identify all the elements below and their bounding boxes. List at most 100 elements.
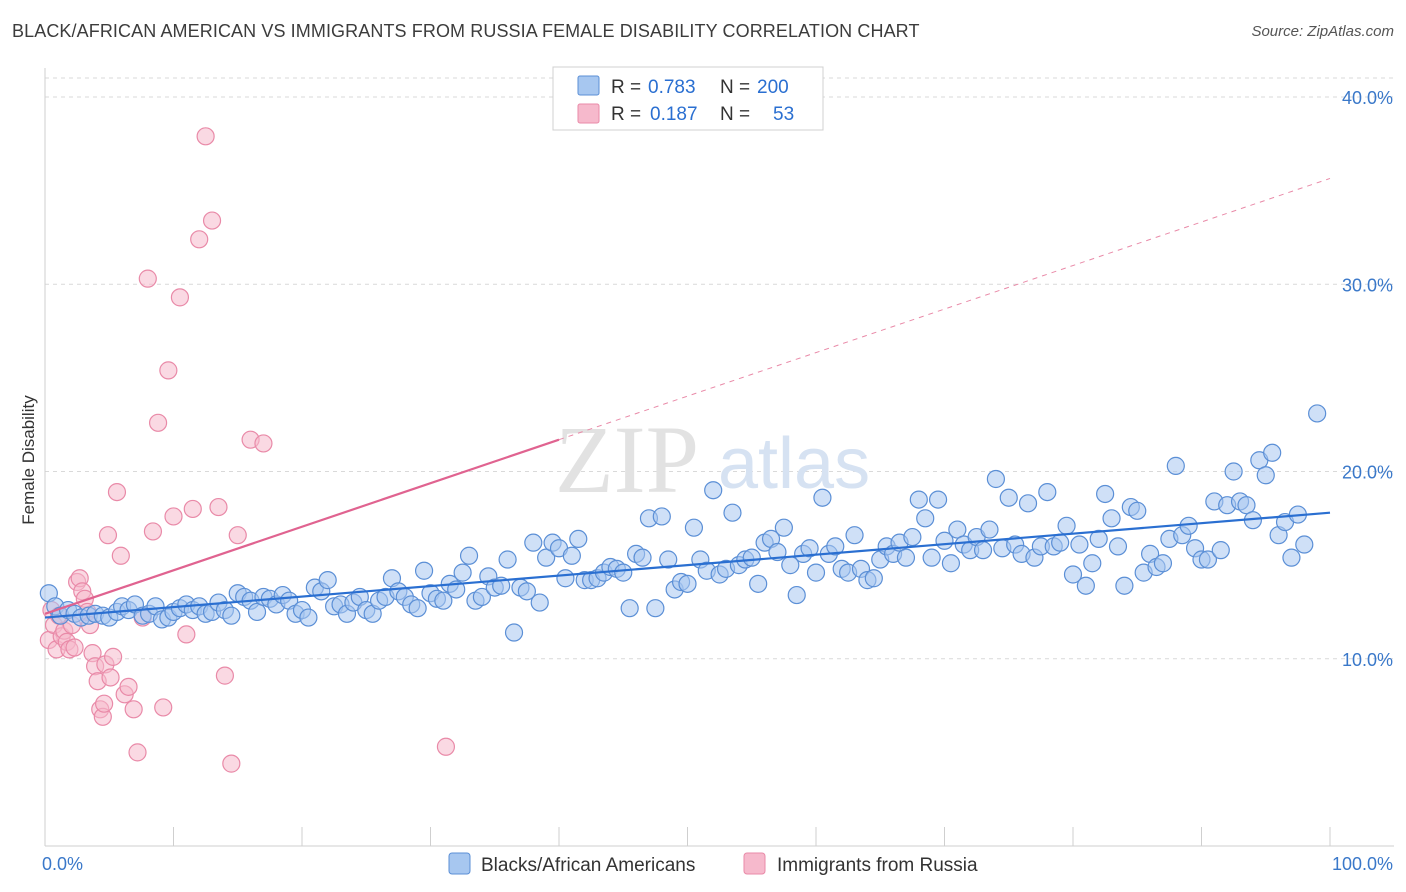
point-blacks-173 — [1153, 554, 1173, 573]
chart-title: BLACK/AFRICAN AMERICAN VS IMMIGRANTS FRO… — [12, 21, 920, 41]
point-blacks-160 — [1070, 535, 1089, 554]
point-blacks-125 — [845, 526, 864, 545]
x-tick-label-1: 100.0% — [1332, 854, 1393, 874]
point-blacks-146 — [980, 520, 999, 539]
point-blacks-77 — [537, 548, 556, 567]
bottom-legend-swatch-pink — [743, 852, 766, 875]
point-blacks-190 — [1263, 443, 1282, 462]
legend-box: R = 0.783 N = 200 R = 0.187 N = 53 — [552, 66, 824, 131]
point-blacks-43 — [318, 571, 337, 590]
point-blacks-163 — [1089, 529, 1108, 549]
y-tick-label-2: 30.0% — [1342, 275, 1393, 295]
point-russia-41 — [177, 625, 196, 644]
point-russia-23 — [98, 526, 118, 545]
series-blacks-points — [39, 404, 1327, 642]
point-blacks-157 — [1051, 533, 1070, 552]
watermark-zip: ZIP — [555, 406, 699, 513]
point-blacks-106 — [723, 503, 742, 522]
x-tick-label-0: 0.0% — [42, 854, 83, 874]
legend-r-label-2: R = — [611, 104, 641, 125]
point-blacks-165 — [1102, 509, 1121, 528]
point-russia-32 — [128, 743, 147, 762]
point-blacks-90 — [620, 599, 639, 618]
point-blacks-28 — [222, 606, 241, 625]
point-russia-46 — [209, 497, 228, 517]
trend-line-russia-extension — [558, 177, 1331, 441]
point-blacks-161 — [1076, 576, 1095, 595]
point-blacks-71 — [498, 550, 517, 569]
trend-lines — [44, 177, 1331, 619]
point-blacks-94 — [646, 599, 665, 618]
point-russia-45 — [202, 211, 222, 230]
watermark-atlas: atlas — [718, 424, 870, 504]
point-blacks-152 — [1018, 494, 1038, 513]
point-russia-49 — [228, 526, 247, 545]
point-blacks-158 — [1057, 516, 1076, 535]
point-blacks-175 — [1166, 456, 1185, 475]
point-blacks-196 — [1308, 404, 1327, 423]
point-blacks-169 — [1128, 501, 1147, 520]
point-russia-28 — [111, 546, 130, 565]
point-russia-27 — [107, 482, 127, 502]
chart-source: Source: ZipAtlas.com — [1251, 23, 1394, 40]
point-blacks-182 — [1211, 541, 1230, 560]
point-blacks-134 — [903, 527, 922, 547]
y-tick-label-0: 10.0% — [1342, 650, 1393, 670]
legend-swatch-blue — [577, 75, 600, 96]
point-blacks-92 — [633, 548, 652, 567]
point-blacks-167 — [1115, 576, 1134, 595]
point-blacks-65 — [459, 546, 479, 565]
point-blacks-32 — [247, 602, 267, 622]
point-russia-31 — [124, 700, 143, 719]
bottom-legend-swatch-blue — [448, 852, 471, 875]
point-blacks-103 — [704, 481, 723, 500]
point-blacks-128 — [864, 569, 883, 588]
point-blacks-186 — [1237, 496, 1256, 515]
legend-r-label-1: R = — [611, 77, 641, 98]
legend-r-value-1: 0.783 — [648, 77, 696, 98]
point-blacks-114 — [774, 518, 793, 537]
point-blacks-67 — [472, 587, 491, 607]
point-blacks-113 — [768, 542, 787, 562]
point-russia-42 — [183, 499, 202, 519]
point-russia-52 — [436, 737, 456, 756]
point-russia-40 — [170, 288, 190, 307]
legend-n-label-2: N = — [720, 104, 750, 125]
point-blacks-155 — [1038, 482, 1057, 502]
point-blacks-149 — [999, 488, 1018, 507]
point-blacks-166 — [1108, 537, 1128, 556]
point-blacks-141 — [948, 520, 967, 539]
bottom-legend-label-pink: Immigrants from Russia — [777, 855, 978, 876]
point-blacks-81 — [562, 546, 581, 565]
legend-n-value-2: 53 — [773, 104, 794, 125]
point-blacks-40 — [299, 608, 318, 627]
point-blacks-136 — [916, 509, 935, 528]
point-blacks-118 — [800, 539, 819, 558]
point-russia-43 — [190, 230, 209, 249]
point-blacks-184 — [1224, 462, 1243, 481]
series-immigrants-from-russia-points — [39, 127, 456, 773]
point-russia-35 — [143, 522, 163, 541]
bottom-legend-label-blue: Blacks/African Americans — [481, 855, 695, 876]
point-blacks-58 — [414, 561, 434, 580]
point-blacks-162 — [1083, 554, 1102, 573]
bottom-legend: Blacks/African Americans Immigrants from… — [448, 852, 978, 876]
point-blacks-138 — [928, 490, 948, 509]
point-blacks-164 — [1096, 484, 1115, 504]
point-blacks-135 — [909, 490, 928, 509]
point-russia-47 — [215, 666, 234, 685]
y-tick-label-3: 40.0% — [1342, 88, 1393, 108]
legend-n-value-1: 200 — [757, 77, 789, 98]
point-blacks-96 — [659, 550, 678, 569]
point-blacks-120 — [813, 488, 832, 507]
point-blacks-193 — [1282, 548, 1301, 567]
point-russia-38 — [159, 361, 178, 380]
point-blacks-61 — [434, 591, 453, 610]
legend-r-value-2: 0.187 — [650, 104, 698, 125]
axes — [44, 68, 1394, 847]
point-blacks-75 — [524, 533, 543, 552]
point-blacks-89 — [614, 563, 633, 582]
point-blacks-195 — [1295, 535, 1314, 554]
point-russia-37 — [154, 698, 173, 717]
y-tick-label-1: 20.0% — [1342, 463, 1393, 483]
